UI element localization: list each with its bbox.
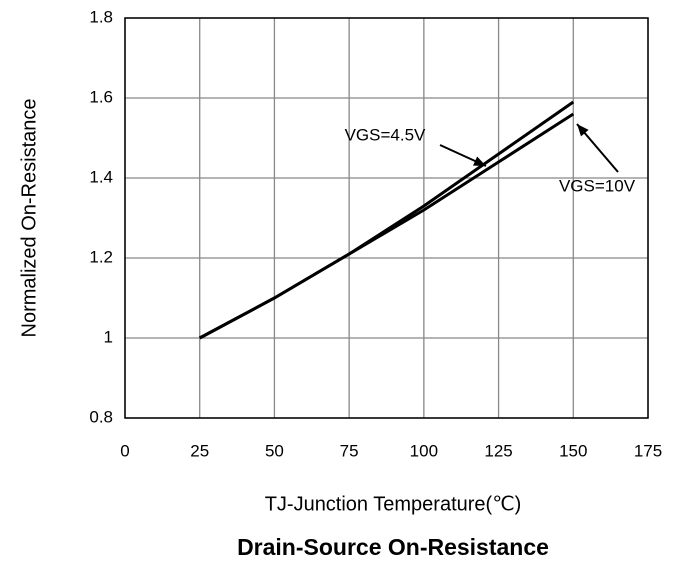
- arrow-head: [473, 156, 486, 166]
- x-tick-label: 125: [484, 441, 512, 460]
- y-axis-label: Normalized On-Resistance: [18, 99, 40, 338]
- arrow-head: [577, 124, 589, 137]
- y-tick-label: 1.6: [89, 87, 113, 106]
- y-tick-label: 1.8: [89, 7, 113, 26]
- x-tick-label: 150: [559, 441, 587, 460]
- x-tick-label: 0: [120, 441, 129, 460]
- x-tick-label: 75: [340, 441, 359, 460]
- series-line: [199, 112, 575, 340]
- series-label: VGS=10V: [559, 176, 636, 195]
- x-tick-label: 100: [410, 441, 438, 460]
- y-tick-label: 1: [104, 327, 113, 346]
- y-tick-label: 0.8: [89, 407, 113, 426]
- x-tick-label: 50: [265, 441, 284, 460]
- plot-frame: [124, 17, 649, 419]
- y-tick-label: 1.4: [89, 167, 113, 186]
- chart-title: Drain-Source On-Resistance: [237, 534, 549, 560]
- x-axis-label: TJ-Junction Temperature(℃): [265, 493, 522, 515]
- x-tick-label: 25: [190, 441, 209, 460]
- y-tick-label: 1.2: [89, 247, 113, 266]
- x-tick-label: 175: [634, 441, 662, 460]
- series-label: VGS=4.5V: [345, 125, 426, 144]
